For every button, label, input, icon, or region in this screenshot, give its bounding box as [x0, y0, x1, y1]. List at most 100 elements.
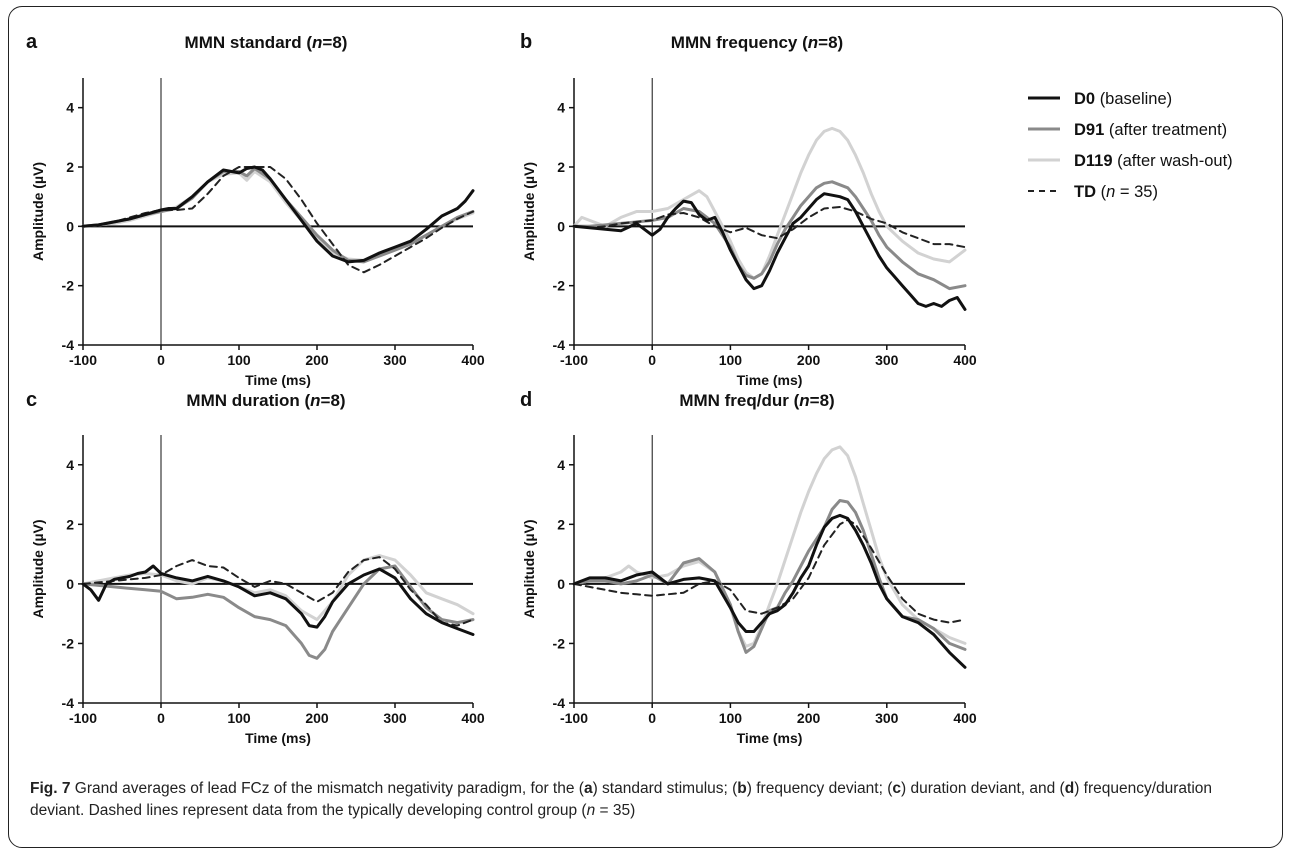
y-tick-label: -4: [553, 695, 566, 711]
y-tick-label: 2: [66, 516, 74, 532]
y-axis-label: Amplitude (µV): [521, 162, 537, 261]
legend-label-td: TD (n = 35): [1074, 183, 1158, 201]
x-axis-label: Time (ms): [245, 730, 311, 746]
legend-label-rest: = 35): [1115, 183, 1158, 201]
series-line-d119: [572, 445, 967, 648]
x-tick-label: 300: [875, 710, 899, 726]
chart-title-part: n: [310, 391, 320, 410]
panel-letter: d: [520, 389, 532, 411]
x-tick-label: -100: [560, 710, 588, 726]
y-tick-label: 2: [557, 159, 565, 175]
chart-panel-c: c MMN duration (n=8) -100 0 100 200 300 400 -4 -2…: [26, 389, 485, 746]
figure-caption: Fig. 7 Grand averages of lead FCz of the…: [30, 778, 1270, 822]
y-tick-label: 4: [557, 100, 565, 116]
chart-title-part: MMN duration (: [186, 391, 310, 410]
x-tick-label: -100: [560, 352, 588, 368]
panel-letter: b: [520, 31, 532, 53]
legend-label-bold: TD: [1074, 183, 1101, 201]
chart-title: MMN freq/dur (n=8): [679, 391, 834, 410]
series-line-td: [573, 206, 966, 249]
figure-frame: [8, 6, 1283, 848]
y-tick-label: 0: [557, 218, 565, 234]
x-axis-label: Time (ms): [245, 372, 311, 388]
x-tick-label: 200: [305, 710, 329, 726]
x-axis-label: Time (ms): [737, 372, 803, 388]
y-tick-label: -2: [62, 635, 75, 651]
chart-title-part: =8): [810, 391, 835, 410]
x-tick-label: 200: [797, 352, 821, 368]
series-line-d119: [81, 554, 475, 622]
caption-n-symbol: n: [586, 802, 596, 819]
series-line-td: [82, 556, 474, 627]
chart-title-part: MMN standard (: [185, 33, 313, 52]
x-tick-label: 400: [461, 352, 485, 368]
y-tick-label: -2: [62, 278, 75, 294]
x-tick-label: 200: [797, 710, 821, 726]
chart-title: MMN standard (n=8): [185, 33, 348, 52]
y-tick-label: 4: [66, 457, 74, 473]
x-tick-label: 400: [461, 710, 485, 726]
legend-label-d91: D91 (after treatment): [1074, 121, 1227, 139]
y-axis-label: Amplitude (µV): [30, 519, 46, 618]
x-tick-label: -100: [69, 352, 97, 368]
legend-label-d119: D119 (after wash-out): [1074, 152, 1233, 170]
x-tick-label: 300: [383, 710, 407, 726]
series-line-d119: [572, 126, 967, 280]
x-tick-label: 400: [953, 710, 977, 726]
y-axis-label: Amplitude (µV): [30, 162, 46, 261]
chart-title-part: MMN freq/dur (: [679, 391, 799, 410]
chart-title-part: n: [799, 391, 809, 410]
chart-title-part: MMN frequency (: [671, 33, 808, 52]
y-tick-label: 2: [557, 516, 565, 532]
x-tick-label: 100: [719, 710, 743, 726]
y-tick-label: -2: [553, 635, 566, 651]
series-line-d91: [572, 180, 967, 291]
y-tick-label: 4: [66, 100, 74, 116]
caption-part: = 35): [595, 802, 636, 819]
legend-label-rest: n: [1106, 183, 1115, 201]
x-tick-label: 200: [305, 352, 329, 368]
series-line-d0: [81, 165, 475, 264]
chart-title-part: n: [312, 33, 322, 52]
x-tick-label: 0: [157, 352, 165, 368]
caption-part: ) standard stimulus; (: [592, 780, 738, 797]
panel-letter: c: [26, 389, 37, 411]
x-tick-label: 0: [648, 710, 656, 726]
x-tick-label: 0: [157, 710, 165, 726]
legend-label-rest: (baseline): [1100, 90, 1172, 108]
caption-letter: c: [892, 780, 901, 797]
chart-panel-d: d MMN freq/dur (n=8) -100 0 100 200 300 400 -4 -2…: [520, 389, 977, 746]
x-tick-label: 0: [648, 352, 656, 368]
series-line-d0: [572, 192, 967, 311]
chart-title-part: =8): [321, 391, 346, 410]
caption-part: ) frequency/duration deviant. Dashed lin…: [30, 780, 1213, 819]
chart-title: MMN duration (n=8): [186, 391, 345, 410]
y-tick-label: -4: [553, 337, 566, 353]
chart-title-part: n: [808, 33, 818, 52]
y-tick-label: 2: [66, 159, 74, 175]
x-tick-label: 400: [953, 352, 977, 368]
legend-label-rest: (after wash-out): [1117, 152, 1233, 170]
caption-letter: a: [583, 780, 593, 797]
legend-label-rest: (after treatment): [1109, 121, 1227, 139]
legend-label-bold: D119: [1074, 152, 1117, 170]
caption-letter: d: [1064, 780, 1075, 797]
x-tick-label: -100: [69, 710, 97, 726]
chart-title-part: =8): [322, 33, 347, 52]
series-line-d0: [572, 513, 967, 669]
caption-fig-label: Fig. 7: [30, 780, 71, 797]
caption-part: Grand averages of lead FCz of the mismat…: [70, 780, 584, 797]
caption-part: ) duration deviant, and (: [901, 780, 1065, 797]
x-tick-label: 100: [227, 352, 251, 368]
y-tick-label: -2: [553, 278, 566, 294]
y-tick-label: 0: [557, 576, 565, 592]
x-tick-label: 100: [227, 710, 251, 726]
chart-panel-b: b MMN frequency (n=8) -100 0 100 200 300 400 -4 -…: [520, 31, 977, 388]
y-tick-label: -4: [62, 695, 75, 711]
x-axis-label: Time (ms): [737, 730, 803, 746]
y-tick-label: 0: [66, 576, 74, 592]
series-line-d0: [81, 564, 475, 636]
chart-title: MMN frequency (n=8): [671, 33, 843, 52]
series-line-d91: [81, 564, 475, 660]
